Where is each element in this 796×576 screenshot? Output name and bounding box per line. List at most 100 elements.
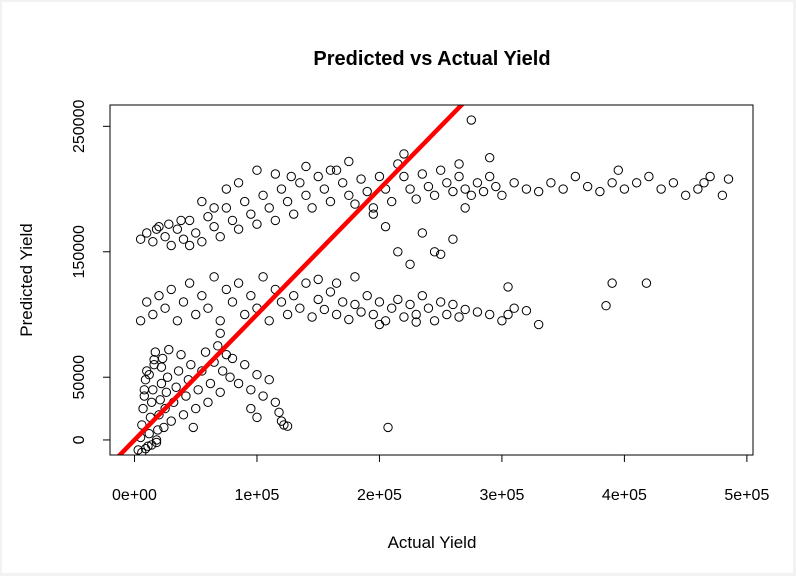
data-point (448, 186, 458, 197)
data-point (374, 297, 385, 307)
data-point (435, 249, 446, 259)
data-point (282, 309, 293, 320)
data-point (209, 203, 219, 213)
data-point (252, 370, 262, 380)
data-point (399, 171, 409, 182)
data-point (160, 403, 170, 414)
data-point (282, 196, 293, 207)
data-point (270, 169, 281, 179)
data-point (233, 278, 244, 288)
data-point (203, 303, 213, 313)
data-point (644, 171, 654, 182)
data-point (215, 232, 225, 242)
data-point (405, 184, 415, 194)
data-point (641, 278, 652, 288)
data-point (705, 171, 715, 182)
data-point (656, 184, 666, 194)
data-point (497, 316, 507, 326)
data-point (166, 416, 176, 426)
data-point (631, 178, 642, 188)
data-point (227, 297, 238, 307)
data-point (466, 115, 477, 125)
data-point (411, 317, 421, 327)
data-point (325, 165, 336, 175)
data-point (197, 237, 207, 247)
data-point (319, 304, 330, 315)
data-point (154, 221, 164, 232)
data-point (203, 211, 213, 222)
data-point (350, 299, 360, 310)
data-point (142, 228, 152, 238)
data-point (442, 178, 452, 188)
data-point (435, 165, 446, 175)
data-point (240, 309, 250, 320)
data-point (442, 309, 452, 320)
data-point (325, 287, 336, 297)
data-point (193, 385, 203, 395)
plot-box (109, 104, 754, 456)
data-point (146, 397, 157, 408)
data-point (435, 297, 446, 307)
data-point (246, 290, 256, 301)
data-point (448, 234, 458, 244)
data-point (197, 290, 207, 301)
data-point (601, 301, 611, 311)
data-point (417, 169, 428, 179)
data-point (197, 196, 207, 207)
data-point (405, 299, 415, 310)
data-point (497, 190, 507, 201)
data-point (484, 152, 495, 163)
data-point (252, 412, 262, 423)
data-point (151, 224, 162, 234)
y-axis: 0 50000 150000 250000 (71, 100, 111, 444)
data-point (150, 347, 161, 357)
data-point (380, 316, 391, 326)
data-point (264, 203, 274, 213)
data-point (607, 278, 617, 288)
data-point (166, 284, 176, 295)
data-point (344, 190, 354, 201)
data-point (221, 203, 232, 213)
data-point (362, 186, 372, 197)
data-point (184, 240, 195, 251)
y-tick-label: 0 (71, 435, 88, 444)
data-point (225, 372, 235, 382)
data-point (668, 178, 679, 188)
data-point (233, 178, 244, 188)
data-point (503, 309, 513, 320)
data-point (295, 178, 305, 188)
data-point (184, 278, 195, 288)
data-point (258, 190, 268, 201)
data-point (240, 359, 250, 370)
data-point (429, 247, 440, 257)
data-point (454, 159, 464, 169)
data-point (148, 237, 158, 247)
data-point (156, 378, 167, 389)
data-point (423, 181, 434, 192)
data-point (178, 297, 189, 307)
data-point (383, 422, 393, 433)
reference-line (116, 105, 465, 455)
data-point (160, 303, 170, 313)
data-point (307, 203, 317, 213)
data-point (181, 391, 191, 401)
data-point (313, 171, 323, 182)
data-point (184, 215, 195, 226)
data-point (460, 203, 470, 213)
scatter-points (133, 115, 734, 455)
data-point (233, 224, 244, 234)
data-point (144, 428, 154, 439)
data-point (423, 303, 434, 313)
data-point (205, 378, 216, 389)
data-point (161, 387, 172, 397)
data-point (155, 395, 165, 405)
data-point (411, 194, 421, 204)
data-point (607, 178, 617, 188)
data-point (448, 299, 458, 310)
data-point (142, 297, 152, 307)
chart-title: Predicted vs Actual Yield (313, 48, 550, 70)
data-point (362, 290, 372, 301)
data-point (209, 221, 219, 232)
data-point (356, 307, 366, 317)
data-point (301, 161, 311, 172)
